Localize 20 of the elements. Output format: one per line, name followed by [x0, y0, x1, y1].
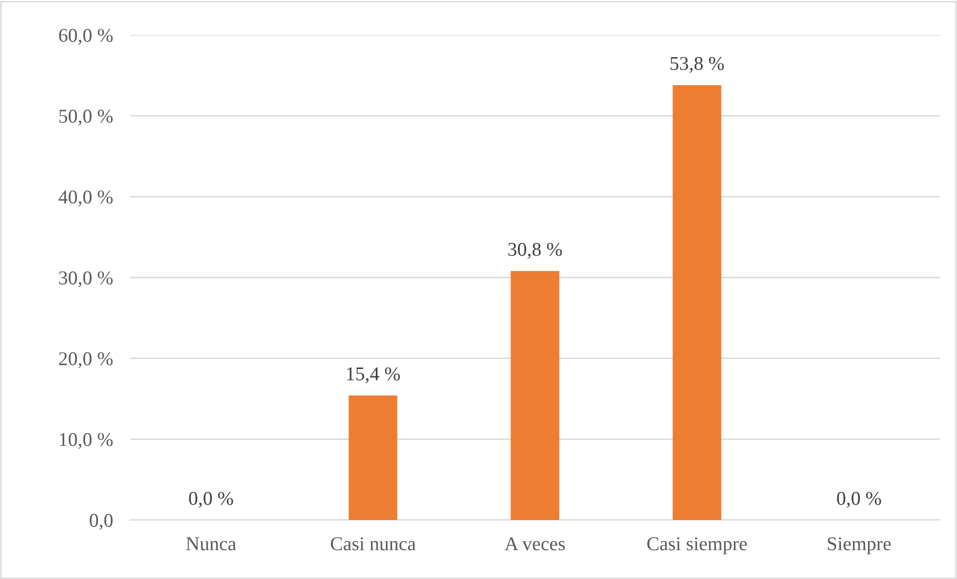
data-label: 0,0 %	[837, 492, 882, 508]
y-tick-label: 60,0 %	[59, 28, 113, 45]
x-tick-label: Casi siempre	[647, 537, 747, 554]
bar	[510, 271, 560, 520]
x-tick-label: Casi nunca	[330, 537, 416, 550]
y-tick-label: 0,0	[90, 514, 113, 530]
x-tick-label: Siempre	[828, 537, 891, 554]
y-tick-label: 50,0 %	[59, 110, 113, 126]
y-tick-label: 30,0 %	[59, 271, 113, 288]
data-label: 30,8 %	[508, 242, 562, 259]
y-tick-label: 40,0 %	[58, 190, 113, 206]
data-label: 0,0 %	[189, 492, 234, 508]
y-tick-label: 10,0 %	[60, 432, 113, 449]
bar	[672, 85, 722, 520]
data-label: 15,4 %	[347, 367, 400, 384]
x-tick-label: A veces	[504, 537, 565, 550]
bar	[348, 396, 398, 520]
y-tick-label: 20,0 %	[59, 352, 113, 368]
x-tick-label: Nunca	[186, 537, 236, 550]
data-label: 53,8 %	[670, 56, 724, 73]
